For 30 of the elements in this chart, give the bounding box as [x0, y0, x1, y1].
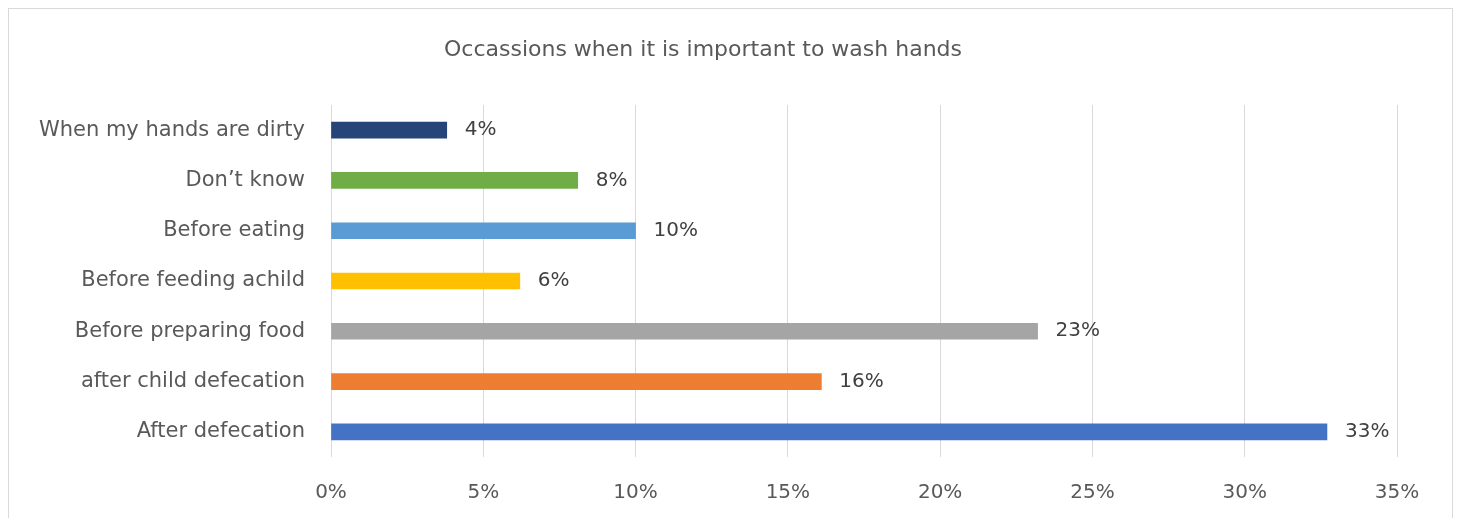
x-tick-label: 20% [917, 479, 963, 504]
x-tick-label: 5% [467, 479, 500, 504]
y-tick-label: After defecation [136, 418, 305, 443]
data-label: 23% [1055, 317, 1101, 342]
chart-title: Occassions when it is important to wash hands [443, 35, 963, 61]
x-tick-label: 30% [1222, 479, 1267, 504]
bar [331, 373, 822, 390]
y-tick-label: Before feeding achild [81, 267, 305, 292]
bar [331, 272, 521, 290]
bar [331, 172, 579, 189]
x-tick-label: 0% [315, 479, 347, 504]
bar [331, 423, 1328, 441]
y-tick-label: Don’t know [185, 166, 305, 191]
x-tick-label: 35% [1374, 479, 1420, 504]
data-label: 6% [537, 267, 570, 292]
data-label: 8% [595, 166, 628, 191]
y-tick-label: Before preparing food [74, 317, 305, 342]
y-tick-label: When my hands are dirty [38, 116, 305, 141]
bar [331, 322, 1038, 340]
y-tick-label: after child defecation [80, 368, 305, 393]
x-tick-label: 15% [765, 479, 811, 504]
y-tick-label: Before eating [163, 217, 305, 242]
data-label: 33% [1344, 418, 1390, 443]
data-label: 16% [839, 367, 884, 392]
bar [331, 121, 448, 139]
data-label: 4% [464, 116, 497, 141]
x-tick-label: 10% [613, 479, 658, 504]
x-tick-label: 25% [1070, 479, 1115, 504]
bar [331, 222, 636, 240]
data-label: 10% [653, 216, 699, 241]
